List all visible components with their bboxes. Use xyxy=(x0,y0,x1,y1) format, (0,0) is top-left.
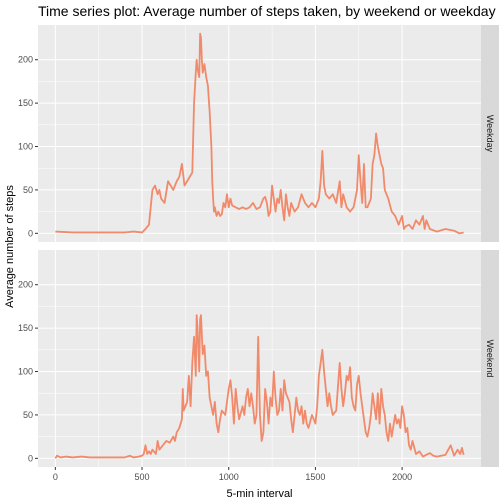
x-tick-label: 1500 xyxy=(305,472,325,482)
facet-strip xyxy=(481,25,499,242)
panel-background xyxy=(38,25,481,242)
facet-strip-label: Weekday xyxy=(485,115,495,153)
facet-strip-label: Weekend xyxy=(485,340,495,378)
y-tick-label: 0 xyxy=(28,228,33,238)
y-tick-label: 50 xyxy=(23,410,33,420)
y-tick-label: 200 xyxy=(18,55,33,65)
x-axis-title: 5-min interval xyxy=(226,488,292,500)
y-tick-label: 0 xyxy=(28,453,33,463)
x-tick-label: 2000 xyxy=(392,472,412,482)
y-axis-title: Average number of steps xyxy=(4,185,16,308)
x-tick-label: 0 xyxy=(53,472,58,482)
y-tick-label: 150 xyxy=(18,323,33,333)
facet-strip xyxy=(481,250,499,467)
facet-weekday: 0 50 100 150 200 Weekday xyxy=(18,25,499,242)
y-tick-label: 100 xyxy=(18,367,33,377)
y-tick-label: 50 xyxy=(23,185,33,195)
y-tick-label: 150 xyxy=(18,98,33,108)
y-tick-label: 100 xyxy=(18,142,33,152)
series-line-weekend xyxy=(54,314,465,459)
x-axis-ticks: 0 500 1000 1500 2000 xyxy=(53,467,412,482)
x-tick-label: 500 xyxy=(135,472,150,482)
facet-panels: 0 50 100 150 200 Weekday 0 50 100 150 200 Weekend xyxy=(18,25,499,467)
y-tick-label: 200 xyxy=(18,280,33,290)
chart-title: Time series plot: Average number of step… xyxy=(38,3,496,19)
series-line-weekday xyxy=(55,32,464,235)
x-tick-label: 1000 xyxy=(219,472,239,482)
facet-weekend: 0 50 100 150 200 Weekend xyxy=(18,250,499,467)
